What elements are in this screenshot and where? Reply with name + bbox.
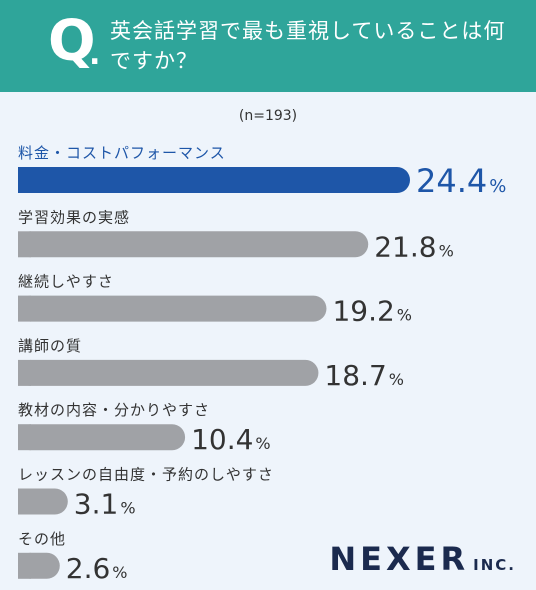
category-label: 学習効果の実感 (18, 208, 130, 226)
value-number: 18.7 (324, 359, 386, 392)
value-label: 3.1% (74, 488, 136, 521)
bar (18, 359, 319, 386)
bar (18, 231, 369, 258)
question-header: Q . 英会話学習で最も重視していることは何ですか？ (0, 0, 536, 92)
question-text: 英会話学習で最も重視していることは何ですか？ (110, 19, 506, 73)
value-number: 10.4 (191, 423, 253, 456)
value-unit: % (120, 499, 135, 518)
value-unit: % (489, 176, 506, 197)
value-label: 21.8% (374, 230, 454, 263)
bar-left-edge (18, 488, 31, 515)
value-label: 2.6% (66, 552, 128, 585)
value-unit: % (397, 306, 412, 325)
value-unit: % (112, 563, 127, 582)
nexer-logo: NEXER INC. (329, 543, 516, 575)
bar-left-edge (18, 424, 31, 451)
category-label: その他 (18, 530, 66, 548)
bar-left-edge (18, 359, 31, 386)
bar-left-edge (18, 552, 31, 579)
value-unit: % (439, 241, 454, 260)
category-label: 継続しやすさ (18, 273, 114, 291)
category-label: 教材の内容・分かりやすさ (18, 401, 210, 419)
value-number: 2.6 (66, 552, 111, 585)
bar (18, 167, 410, 193)
question-mark-dot: . (89, 37, 101, 72)
value-label: 10.4% (191, 423, 271, 456)
value-label: 19.2% (332, 295, 412, 328)
bar-left-edge (18, 295, 31, 322)
bar (18, 424, 186, 451)
logo-suffix: INC. (473, 556, 516, 574)
category-label: 料金・コストパフォーマンス (18, 144, 226, 162)
bar (18, 295, 327, 322)
category-label: レッスンの自由度・予約のしやすさ (18, 466, 274, 484)
value-unit: % (389, 370, 404, 389)
value-number: 19.2 (332, 295, 394, 328)
value-label: 24.4% (416, 162, 506, 200)
value-number: 3.1 (74, 488, 119, 521)
value-number: 21.8 (374, 230, 436, 263)
bar-left-edge (18, 231, 31, 258)
category-label: 講師の質 (18, 337, 82, 355)
bar-left-edge (18, 167, 31, 193)
value-number: 24.4 (416, 162, 487, 200)
question-mark: Q (48, 9, 96, 74)
value-unit: % (255, 434, 270, 453)
sample-size-label: (n=193) (238, 108, 298, 124)
logo-wordmark: NEXER (329, 540, 470, 578)
value-label: 18.7% (324, 359, 404, 392)
